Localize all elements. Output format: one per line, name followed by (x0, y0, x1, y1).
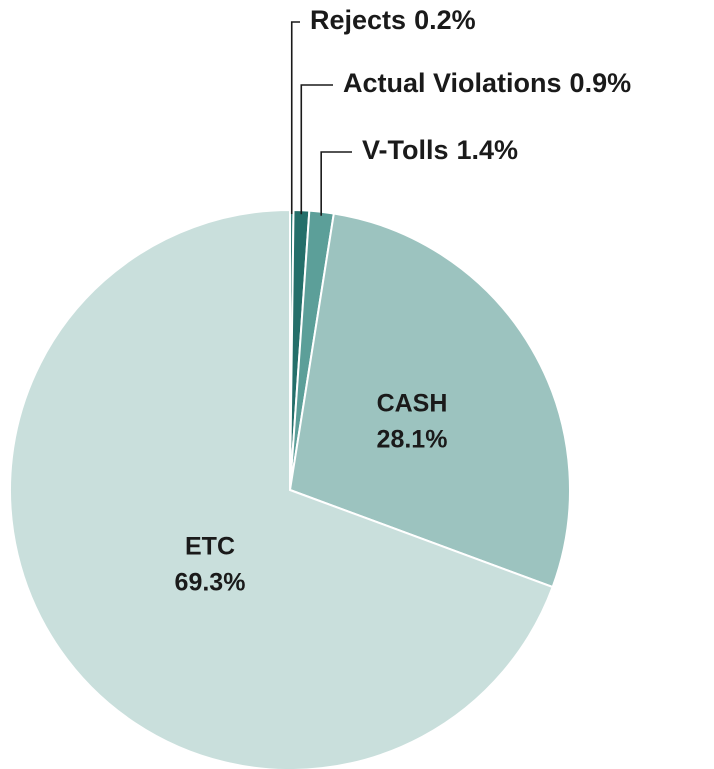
slice-label: Actual Violations 0.9% (343, 68, 631, 98)
slice-category: Rejects (310, 5, 406, 35)
leader-line (290, 21, 300, 215)
slice-category: ETC (185, 533, 235, 561)
pie-slice (9, 208, 554, 769)
slice-value: 0.9% (570, 68, 632, 98)
slice-category: V-Tolls (362, 135, 449, 165)
leader-line (300, 84, 333, 215)
slice-label: Rejects 0.2% (310, 5, 476, 35)
slice-category: CASH (377, 390, 448, 418)
slice-value: 69.3% (175, 569, 246, 597)
slice-label: V-Tolls 1.4% (362, 135, 518, 165)
pie-slice (288, 212, 571, 589)
slice-value: 0.2% (414, 5, 476, 35)
leader-line (320, 151, 352, 216)
slice-value: 1.4% (457, 135, 519, 165)
slice-category: Actual Violations (343, 68, 562, 98)
slice-value: 28.1% (377, 426, 448, 454)
